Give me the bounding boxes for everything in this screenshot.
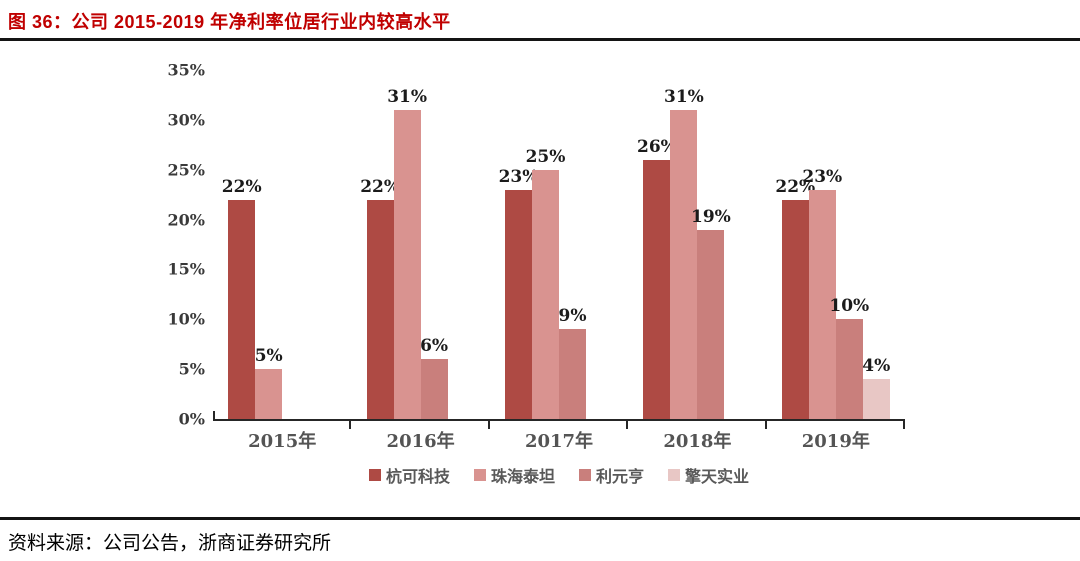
bar-擎天实业-2019年	[862, 379, 890, 419]
bar-value-label: 23%	[802, 166, 843, 187]
bar-value-label: 23%	[498, 166, 539, 187]
x-tick-label: 2015年	[248, 431, 317, 452]
x-tick-label: 2016年	[386, 431, 455, 452]
bar-value-label: 9%	[558, 306, 587, 327]
bar-杭可科技-2018年	[643, 159, 671, 419]
net-margin-bar-chart: 0% 5% 10% 15% 20% 25% 30% 35% 22% 5% 22% 31% 6% 23% 2…	[0, 55, 1080, 495]
bar-杭可科技-2016年	[366, 199, 394, 419]
bar-珠海泰坦-2018年	[670, 109, 698, 419]
axis-tick	[349, 421, 352, 429]
bar-value-label: 22%	[775, 176, 816, 197]
legend-item-珠海泰坦: 珠海泰坦	[473, 463, 555, 487]
bar-珠海泰坦-2017年	[532, 169, 559, 419]
legend-item-利元亨: 利元亨	[579, 463, 644, 487]
x-tick-label: 2019年	[801, 431, 870, 452]
y-tick-label: 35%	[167, 60, 205, 80]
y-tick-label: 10%	[167, 309, 205, 329]
legend-label: 利元亨	[596, 469, 645, 486]
plot-area: 22% 5% 22% 31% 6% 23% 25% 9% 26% 31% 19% 22% 23% 10% 4…	[213, 70, 905, 429]
bar-value-label: 22%	[221, 176, 262, 197]
y-axis: 0% 5% 10% 15% 20% 25% 30% 35%	[120, 61, 205, 429]
y-tick-label: 25%	[167, 160, 205, 180]
bar-利元亨-2018年	[697, 229, 725, 419]
bar-杭可科技-2015年	[228, 199, 256, 419]
bar-value-label: 31%	[663, 86, 704, 107]
legend-label: 擎天实业	[685, 469, 750, 486]
x-tick-label: 2017年	[524, 431, 594, 452]
legend-swatch	[473, 469, 486, 481]
bar-杭可科技-2019年	[781, 199, 809, 419]
legend-item-擎天实业: 擎天实业	[668, 463, 749, 487]
axis-tick	[903, 421, 905, 429]
x-axis: 2015年 2016年 2017年 2018年 2019年	[213, 427, 905, 457]
chart-legend: 杭可科技 珠海泰坦 利元亨 擎天实业	[213, 463, 905, 487]
bar-value-label: 4%	[862, 356, 891, 377]
bar-value-label: 10%	[829, 296, 870, 317]
axis-tick	[626, 421, 629, 429]
bar-value-label: 6%	[420, 336, 449, 357]
bar-value-label: 26%	[636, 136, 677, 157]
axis-start-tick	[213, 411, 215, 419]
bar-珠海泰坦-2019年	[808, 189, 836, 419]
figure-title: 图 36：公司 2015-2019 年净利率位居行业内较高水平	[8, 12, 451, 32]
legend-swatch	[368, 469, 381, 481]
y-tick-label: 15%	[167, 259, 205, 279]
bar-value-label: 31%	[387, 86, 427, 107]
axis-tick	[764, 421, 767, 429]
bar-value-label: 5%	[254, 346, 283, 367]
bar-利元亨-2019年	[835, 319, 863, 419]
legend-item-杭可科技: 杭可科技	[368, 463, 450, 487]
legend-label: 珠海泰坦	[490, 469, 555, 486]
legend-swatch	[668, 469, 681, 481]
bar-利元亨-2016年	[420, 359, 448, 419]
x-tick-label: 2018年	[663, 431, 732, 452]
source-divider-line	[0, 517, 1080, 520]
legend-label: 杭可科技	[385, 469, 450, 486]
title-divider-line	[0, 38, 1080, 41]
bar-value-label: 19%	[690, 206, 731, 227]
legend-swatch	[579, 469, 591, 481]
bar-珠海泰坦-2015年	[255, 369, 283, 419]
bar-杭可科技-2017年	[505, 189, 532, 419]
bar-value-label: 22%	[360, 176, 400, 197]
bar-珠海泰坦-2016年	[393, 109, 421, 419]
bar-利元亨-2017年	[559, 329, 586, 419]
axis-tick	[487, 421, 490, 429]
bar-value-label: 25%	[525, 146, 566, 167]
source-text: 资料来源：公司公告，浙商证券研究所	[8, 533, 332, 554]
y-tick-label: 0%	[178, 409, 205, 429]
y-tick-label: 20%	[167, 210, 205, 230]
y-tick-label: 30%	[167, 110, 205, 130]
y-tick-label: 5%	[178, 359, 205, 379]
